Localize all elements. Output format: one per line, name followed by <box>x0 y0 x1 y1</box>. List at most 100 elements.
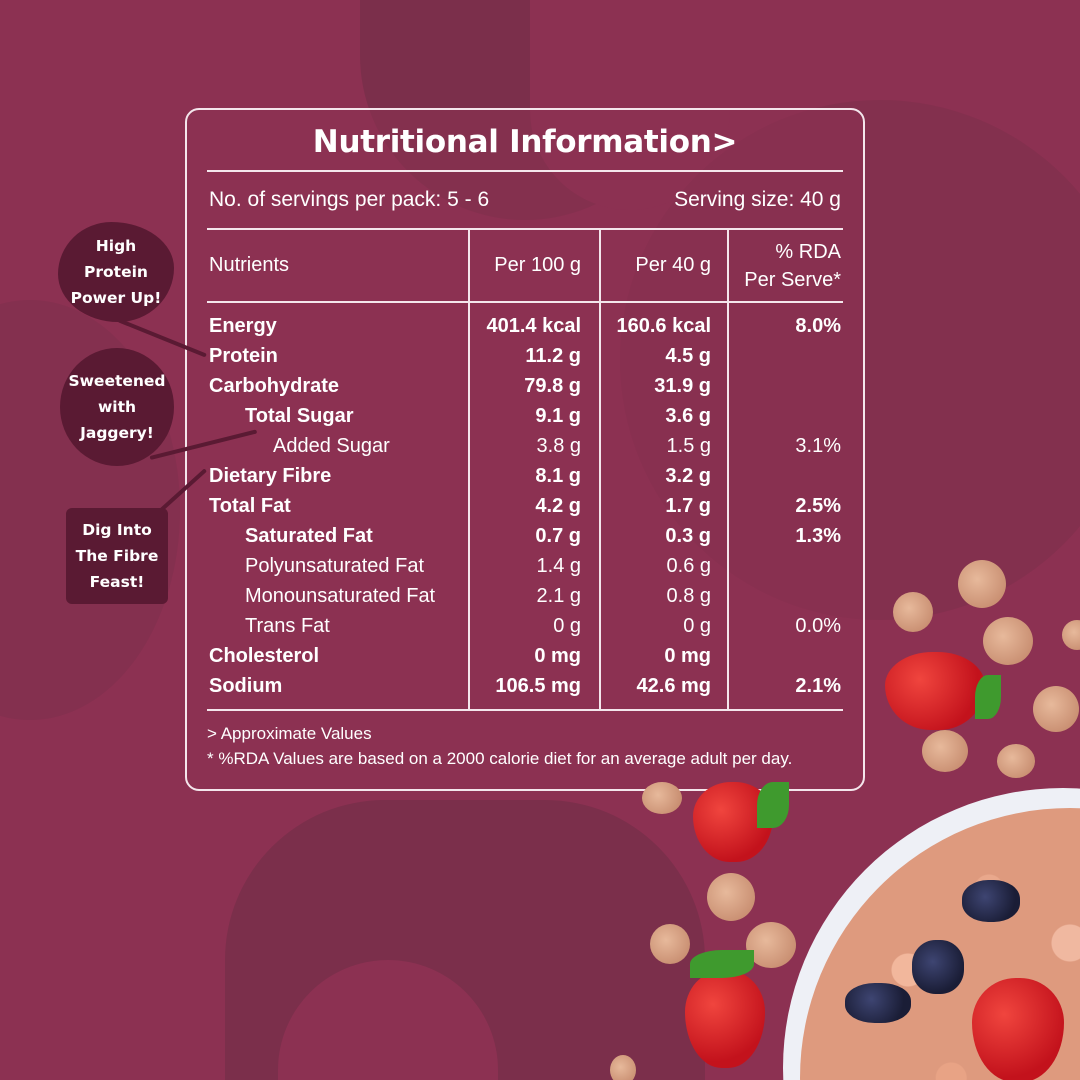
nutrition-table: Nutrients Per 100 g Per 40 g % RDA Per S… <box>207 230 843 711</box>
value-rda: 3.1% <box>727 431 843 461</box>
callout-high-protein: High Protein Power Up! <box>58 222 174 322</box>
value-per-100g: 79.8 g <box>468 371 600 401</box>
value-per-40g: 0.3 g <box>599 521 728 551</box>
value-per-40g: 3.2 g <box>599 461 728 491</box>
cereal-flake <box>1062 620 1080 650</box>
callout-text: Dig Into The Fibre Feast! <box>75 521 159 591</box>
cereal-flake <box>746 922 796 968</box>
cereal-flake <box>707 873 755 921</box>
header-per-40g: Per 40 g <box>599 230 728 303</box>
table-row: Cholesterol 0 mg 0 mg <box>207 641 843 671</box>
cereal-flake <box>997 744 1035 778</box>
value-per-40g: 0 mg <box>599 641 728 671</box>
table-row: Sodium 106.5 mg 42.6 mg 2.1% <box>207 671 843 711</box>
value-rda <box>727 401 843 431</box>
nutrient-name: Monounsaturated Fat <box>245 585 436 607</box>
table-header-row: Nutrients Per 100 g Per 40 g % RDA Per S… <box>207 230 843 303</box>
cereal-flake <box>922 730 968 772</box>
value-rda: 8.0% <box>727 302 843 341</box>
nutrition-panel: Nutritional Information> No. of servings… <box>185 108 865 791</box>
value-per-100g: 2.1 g <box>468 581 600 611</box>
nutrient-name: Saturated Fat <box>245 525 373 547</box>
value-rda <box>727 581 843 611</box>
serving-size: Serving size: 40 g <box>674 188 841 211</box>
callout-text: High Protein Power Up! <box>70 237 162 307</box>
value-per-100g: 106.5 mg <box>468 671 600 711</box>
value-per-40g: 1.5 g <box>599 431 728 461</box>
value-per-100g: 11.2 g <box>468 341 600 371</box>
value-per-40g: 4.5 g <box>599 341 728 371</box>
value-per-100g: 4.2 g <box>468 491 600 521</box>
strawberry <box>685 970 765 1068</box>
table-row: Added Sugar 3.8 g 1.5 g 3.1% <box>207 431 843 461</box>
table-row: Protein 11.2 g 4.5 g <box>207 341 843 371</box>
nutrient-name: Carbohydrate <box>209 375 340 397</box>
value-per-40g: 0.6 g <box>599 551 728 581</box>
value-per-100g: 401.4 kcal <box>468 302 600 341</box>
panel-title: Nutritional Information> <box>312 124 738 160</box>
nutrient-name: Sodium <box>207 671 469 711</box>
value-rda: 2.5% <box>727 491 843 521</box>
nutrient-name: Added Sugar <box>273 435 390 457</box>
table-row: Saturated Fat 0.7 g 0.3 g 1.3% <box>207 521 843 551</box>
cereal-flake <box>983 617 1033 665</box>
value-per-100g: 9.1 g <box>468 401 600 431</box>
value-rda <box>727 341 843 371</box>
value-per-100g: 1.4 g <box>468 551 600 581</box>
nutrient-name: Protein <box>209 345 278 367</box>
value-rda: 0.0% <box>727 611 843 641</box>
table-row: Total Fat 4.2 g 1.7 g 2.5% <box>207 491 843 521</box>
approx-note: > Approximate Values <box>207 724 372 743</box>
cereal-flake <box>650 924 690 964</box>
strawberry-leaf <box>975 675 1001 719</box>
value-per-100g: 0 g <box>468 611 600 641</box>
cereal-flake <box>610 1055 636 1080</box>
value-rda <box>727 371 843 401</box>
value-rda <box>727 551 843 581</box>
table-row: Polyunsaturated Fat 1.4 g 0.6 g <box>207 551 843 581</box>
strawberry-leaf <box>690 950 754 978</box>
nutrient-name: Cholesterol <box>209 645 320 667</box>
value-rda <box>727 641 843 671</box>
strawberry-leaf <box>757 782 789 828</box>
raisin <box>845 983 911 1023</box>
servings-per-pack: No. of servings per pack: 5 - 6 <box>209 188 490 211</box>
strawberry <box>885 652 985 730</box>
raisin <box>912 940 964 994</box>
value-per-40g: 31.9 g <box>599 371 728 401</box>
table-row: Dietary Fibre 8.1 g 3.2 g <box>207 461 843 491</box>
table-row: Carbohydrate 79.8 g 31.9 g <box>207 371 843 401</box>
value-per-40g: 0.8 g <box>599 581 728 611</box>
nutrient-name: Dietary Fibre <box>209 465 332 487</box>
value-per-40g: 0 g <box>599 611 728 641</box>
value-per-40g: 1.7 g <box>599 491 728 521</box>
header-rda-line1: % RDA <box>775 240 841 263</box>
cereal-flake <box>642 782 682 814</box>
value-per-100g: 3.8 g <box>468 431 600 461</box>
nutrient-name: Polyunsaturated Fat <box>245 555 424 577</box>
header-per-100g: Per 100 g <box>468 230 600 303</box>
value-per-40g: 160.6 kcal <box>599 302 728 341</box>
value-rda: 2.1% <box>727 671 843 711</box>
value-per-100g: 8.1 g <box>468 461 600 491</box>
table-row: Energy 401.4 kcal 160.6 kcal 8.0% <box>207 302 843 341</box>
cereal-flake <box>893 592 933 632</box>
value-rda <box>727 461 843 491</box>
cereal-flake <box>958 560 1006 608</box>
strawberry <box>972 978 1064 1080</box>
nutrient-name: Total Sugar <box>245 405 354 427</box>
servings-info: No. of servings per pack: 5 - 6 Serving … <box>207 172 843 228</box>
callout-text: Sweetened with Jaggery! <box>68 372 166 442</box>
value-rda: 1.3% <box>727 521 843 551</box>
cereal-flake <box>1033 686 1079 732</box>
divider <box>207 170 843 172</box>
value-per-100g: 0 mg <box>468 641 600 671</box>
callout-fibre: Dig Into The Fibre Feast! <box>66 508 168 604</box>
value-per-40g: 42.6 mg <box>599 671 728 711</box>
table-row: Total Sugar 9.1 g 3.6 g <box>207 401 843 431</box>
raisin <box>962 880 1020 922</box>
table-row: Monounsaturated Fat 2.1 g 0.8 g <box>207 581 843 611</box>
header-rda: % RDA Per Serve* <box>727 230 843 303</box>
value-per-40g: 3.6 g <box>599 401 728 431</box>
